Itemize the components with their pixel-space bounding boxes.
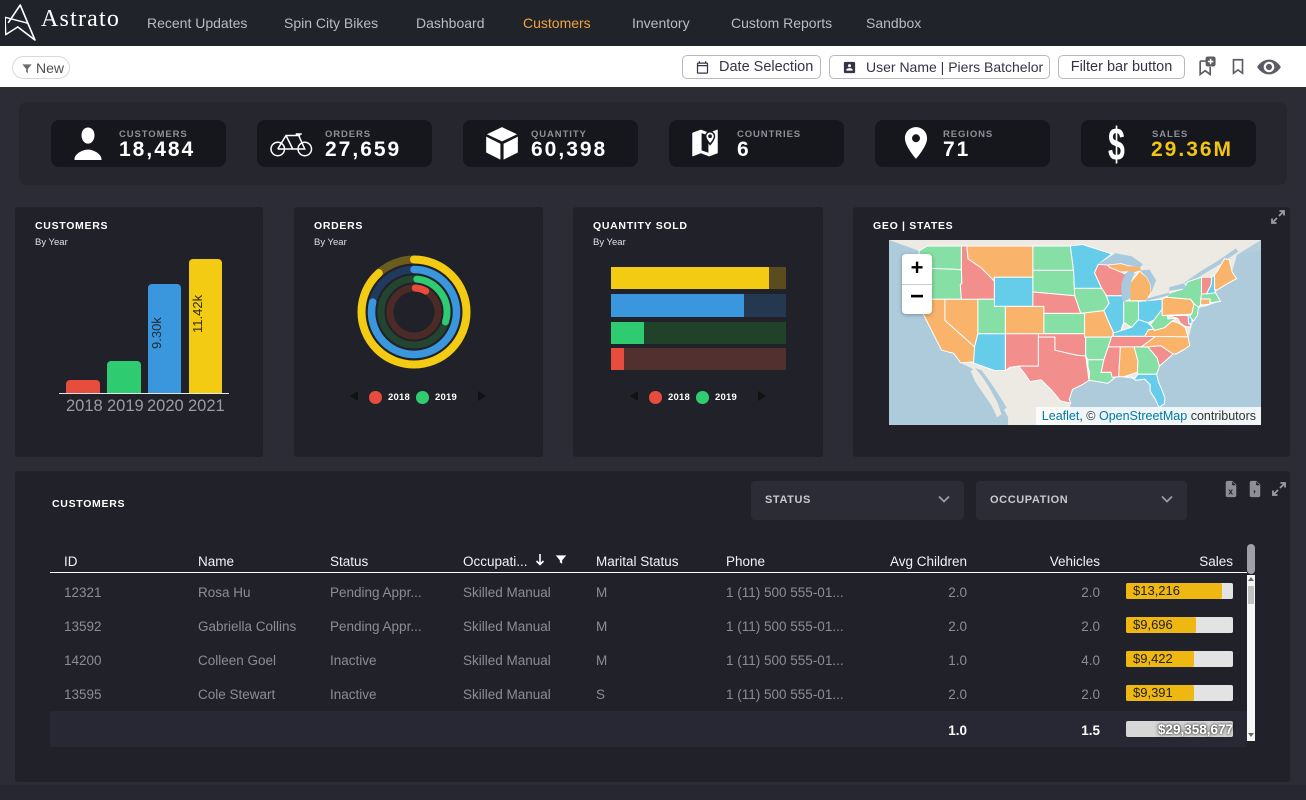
svg-text:x: x <box>1228 486 1233 496</box>
svg-text:,: , <box>1253 483 1256 495</box>
